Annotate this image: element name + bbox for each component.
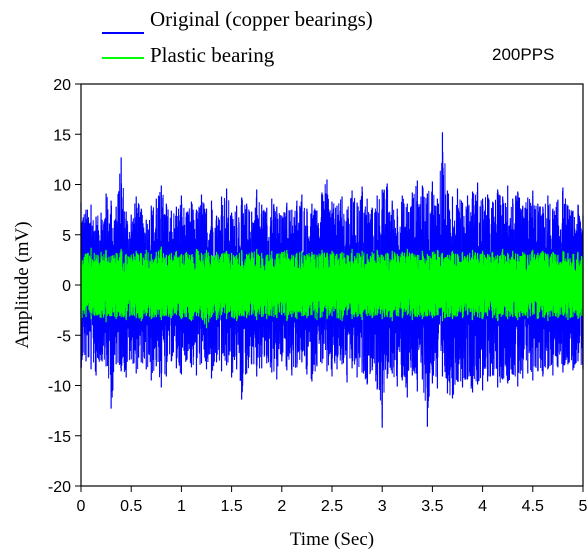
x-tick-label: 2.5 (321, 498, 343, 515)
x-tick-label: 0 (77, 498, 86, 515)
plot-area (80, 132, 584, 428)
series-plastic (80, 246, 584, 329)
y-tick-label: 20 (53, 77, 71, 94)
y-tick-label: 0 (62, 278, 71, 295)
x-tick-label: 4 (478, 498, 487, 515)
legend: Original (copper bearings) Plastic beari… (102, 7, 373, 67)
x-axis-title: Time (Sec) (290, 529, 374, 550)
y-tick-label: -15 (48, 429, 71, 446)
y-axis: 20 15 10 5 0 -5 -10 -15 -20 (48, 77, 81, 496)
legend-label-original: Original (copper bearings) (150, 7, 373, 31)
x-tick-label: 1.5 (220, 498, 242, 515)
y-tick-label: -10 (48, 379, 71, 396)
x-tick-label: 5 (579, 498, 588, 515)
x-axis: 0 0.5 1 1.5 2 2.5 3 3.5 4 4.5 5 (77, 486, 588, 515)
y-tick-label: -5 (57, 328, 71, 345)
y-tick-label: 15 (53, 127, 71, 144)
y-axis-title: Amplitude (mV) (12, 221, 33, 348)
x-tick-label: 4.5 (522, 498, 544, 515)
series-peaks (80, 246, 584, 329)
legend-label-plastic: Plastic bearing (150, 43, 275, 67)
y-tick-label: 5 (62, 228, 71, 245)
annotation-200pps: 200PPS (492, 45, 554, 64)
x-tick-label: 3.5 (421, 498, 443, 515)
x-tick-label: 3 (378, 498, 387, 515)
x-tick-label: 2 (277, 498, 286, 515)
y-tick-label: -20 (48, 479, 71, 496)
x-tick-label: 1 (177, 498, 186, 515)
y-tick-label: 10 (53, 178, 71, 195)
x-tick-label: 0.5 (120, 498, 142, 515)
